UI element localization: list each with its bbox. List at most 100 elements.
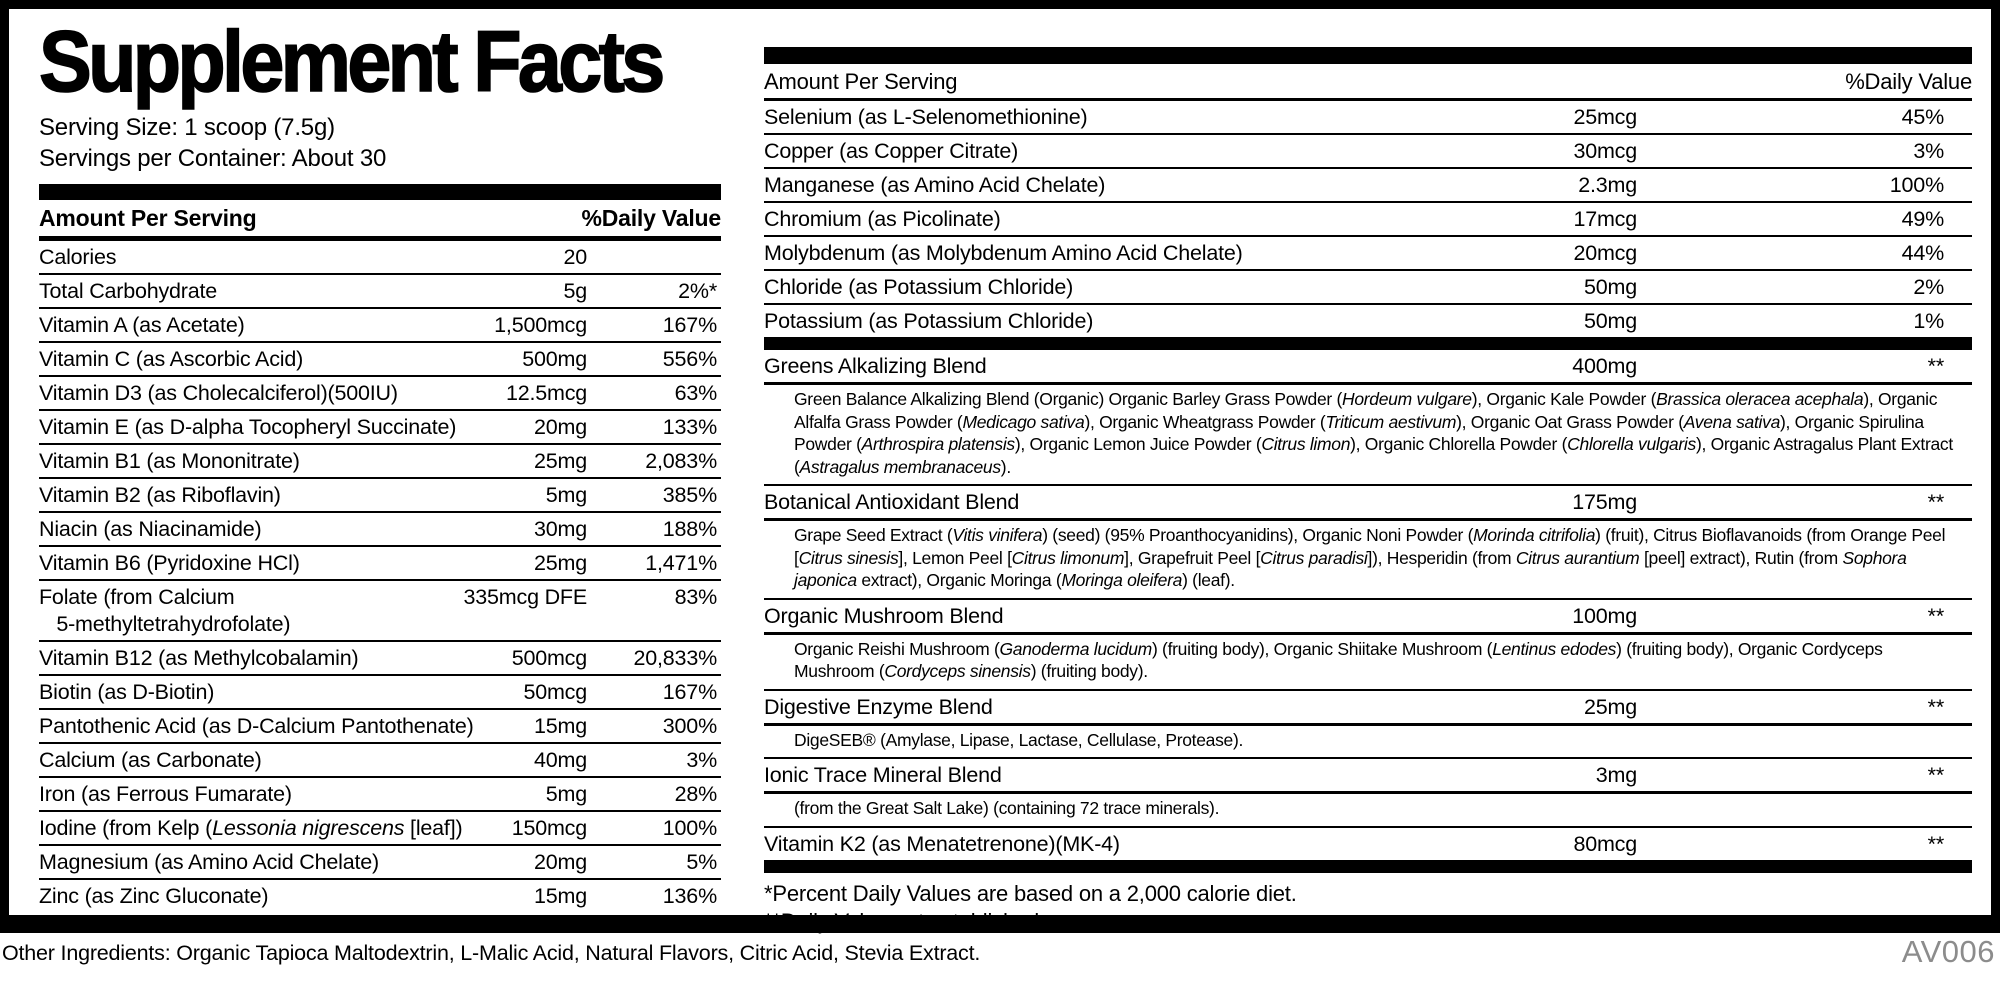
section-divider-bar bbox=[764, 47, 1972, 64]
nutrient-name: Biotin (as D-Biotin) bbox=[39, 679, 215, 704]
nutrient-name: Ionic Trace Mineral Blend bbox=[764, 763, 1002, 787]
nutrient-amount: 5g bbox=[563, 278, 587, 303]
nutrient-name: Vitamin C (as Ascorbic Acid) bbox=[39, 346, 304, 371]
daily-value-header: %Daily Value bbox=[1845, 69, 1972, 94]
nutrient-amount: 400mg bbox=[1572, 354, 1637, 378]
blend-row: Organic Mushroom Blend 100mg ** bbox=[764, 600, 1972, 635]
nutrient-name: Vitamin E (as D-alpha Tocopheryl Succina… bbox=[39, 414, 457, 439]
table-row: Molybdenum (as Molybdenum Amino Acid Che… bbox=[764, 237, 1972, 271]
table-row: Vitamin E (as D-alpha Tocopheryl Succina… bbox=[39, 411, 721, 445]
nutrient-amount: 15mg bbox=[534, 713, 587, 738]
blend-row: Greens Alkalizing Blend 400mg ** bbox=[764, 350, 1972, 385]
nutrient-amount: 50mcg bbox=[523, 679, 587, 704]
table-row: Chromium (as Picolinate) 17mcg 49% bbox=[764, 203, 1972, 237]
nutrient-amount: 12.5mcg bbox=[505, 380, 587, 405]
nutrient-daily-value: 100% bbox=[662, 815, 717, 840]
nutrient-daily-value: 2,083% bbox=[645, 448, 717, 473]
amount-per-serving-header: Amount Per Serving bbox=[39, 204, 257, 231]
table-row: Total Carbohydrate 5g 2%* bbox=[39, 275, 721, 309]
nutrient-amount: 5mg bbox=[545, 482, 587, 507]
right-table-body: Selenium (as L-Selenomethionine) 25mcg 45%… bbox=[764, 101, 1972, 337]
table-row: Vitamin C (as Ascorbic Acid) 500mg 556% bbox=[39, 343, 721, 377]
blend-section: Ionic Trace Mineral Blend 3mg ** (from the … bbox=[764, 759, 1972, 828]
nutrient-daily-value: 49% bbox=[1901, 207, 1945, 231]
nutrient-name: Pantothenic Acid (as D-Calcium Pantothen… bbox=[39, 713, 474, 738]
nutrient-daily-value: 133% bbox=[662, 414, 717, 439]
table-row: Iron (as Ferrous Fumarate) 5mg 28% bbox=[39, 778, 721, 812]
right-table-header: Amount Per Serving %Daily Value bbox=[764, 64, 1972, 101]
nutrient-amount: 20 bbox=[563, 244, 587, 269]
nutrient-daily-value: 3% bbox=[686, 747, 717, 772]
nutrient-amount: 5mg bbox=[545, 781, 587, 806]
nutrient-amount: 500mg bbox=[522, 346, 587, 371]
table-row: Calories 20 bbox=[39, 241, 721, 275]
table-row: Vitamin A (as Acetate) 1,500mcg 167% bbox=[39, 309, 721, 343]
other-ingredients: Other Ingredients: Organic Tapioca Malto… bbox=[2, 941, 981, 965]
nutrient-daily-value: 100% bbox=[1889, 173, 1944, 197]
nutrient-name: Iodine (from Kelp (Lessonia nigrescens [… bbox=[39, 815, 463, 840]
serving-size: Serving Size: 1 scoop (7.5g) bbox=[39, 113, 335, 141]
nutrient-name: Potassium (as Potassium Chloride) bbox=[764, 309, 1094, 333]
nutrient-amount: 175mg bbox=[1572, 490, 1637, 514]
footnote-not-established: **Daily Value not established. bbox=[764, 908, 1045, 934]
label-title: Supplement Facts bbox=[38, 14, 666, 110]
nutrient-name: Chromium (as Picolinate) bbox=[764, 207, 1001, 231]
nutrient-amount: 50mg bbox=[1584, 309, 1637, 333]
blend-description: DigeSEB® (Amylase, Lipase, Lactase, Cell… bbox=[764, 726, 1972, 759]
table-row: Magnesium (as Amino Acid Chelate) 20mg 5% bbox=[39, 846, 721, 880]
nutrient-name: Calcium (as Carbonate) bbox=[39, 747, 262, 772]
nutrient-daily-value: 44% bbox=[1901, 241, 1945, 265]
nutrient-amount: 500mcg bbox=[511, 645, 587, 670]
nutrient-amount: 50mg bbox=[1584, 275, 1637, 299]
nutrient-daily-value: 1% bbox=[1913, 309, 1944, 333]
nutrient-name: Folate (from Calcium 5-methyltetrahydrof… bbox=[39, 584, 291, 636]
blend-section: Vitamin K2 (as Menatetrenone)(MK-4) 80mcg… bbox=[764, 828, 1972, 860]
nutrient-daily-value: 20,833% bbox=[633, 645, 718, 670]
nutrient-daily-value: ** bbox=[1927, 763, 1945, 787]
blend-row: Ionic Trace Mineral Blend 3mg ** bbox=[764, 759, 1972, 794]
blend-section: Digestive Enzyme Blend 25mg ** DigeSEB® (Am… bbox=[764, 691, 1972, 759]
nutrient-name: Iron (as Ferrous Fumarate) bbox=[39, 781, 292, 806]
nutrient-amount: 17mcg bbox=[1573, 207, 1637, 231]
table-row: Vitamin B2 (as Riboflavin) 5mg 385% bbox=[39, 479, 721, 513]
nutrient-daily-value: 5% bbox=[686, 849, 717, 874]
nutrient-amount: 100mg bbox=[1572, 603, 1637, 628]
section-divider-bar bbox=[764, 859, 1972, 873]
table-row: Manganese (as Amino Acid Chelate) 2.3mg 10… bbox=[764, 169, 1972, 203]
left-column: Supplement Facts Serving Size: 1 scoop (… bbox=[38, 14, 721, 912]
label-code: AV006 bbox=[1901, 934, 1995, 969]
nutrient-daily-value: 3% bbox=[1913, 139, 1944, 163]
nutrient-name: Niacin (as Niacinamide) bbox=[39, 516, 262, 541]
blend-sections: Greens Alkalizing Blend 400mg ** Green Bala… bbox=[764, 350, 1972, 860]
nutrient-daily-value: 136% bbox=[662, 883, 717, 908]
nutrient-amount: 30mcg bbox=[1573, 139, 1637, 163]
nutrient-name: Molybdenum (as Molybdenum Amino Acid Che… bbox=[764, 241, 1243, 265]
left-table-body: Calories 20 Total Carbohydrate 5g 2%* Vitamin… bbox=[39, 241, 721, 912]
table-row: Potassium (as Potassium Chloride) 50mg 1% bbox=[764, 305, 1972, 337]
nutrient-amount: 3mg bbox=[1595, 763, 1637, 787]
table-row: Vitamin B6 (Pyridoxine HCl) 25mg 1,471% bbox=[39, 547, 721, 581]
nutrient-daily-value: 188% bbox=[662, 516, 717, 541]
servings-per-container: Servings per Container: About 30 bbox=[39, 144, 387, 172]
nutrient-name: Calories bbox=[39, 244, 117, 269]
nutrient-name: Vitamin B1 (as Mononitrate) bbox=[39, 448, 300, 473]
nutrient-daily-value: ** bbox=[1927, 831, 1945, 856]
table-row: Pantothenic Acid (as D-Calcium Pantothen… bbox=[39, 710, 721, 744]
blend-row: Botanical Antioxidant Blend 175mg ** bbox=[764, 486, 1972, 521]
nutrient-daily-value: 63% bbox=[674, 380, 718, 405]
nutrient-amount: 15mg bbox=[534, 883, 587, 908]
nutrient-daily-value: ** bbox=[1927, 694, 1945, 719]
nutrient-daily-value: 83% bbox=[674, 584, 718, 609]
nutrient-name: Magnesium (as Amino Acid Chelate) bbox=[39, 849, 379, 874]
blend-section: Botanical Antioxidant Blend 175mg ** Grape … bbox=[764, 486, 1972, 600]
blend-row: Vitamin K2 (as Menatetrenone)(MK-4) 80mcg… bbox=[764, 828, 1972, 860]
nutrient-daily-value: ** bbox=[1927, 490, 1945, 514]
nutrient-daily-value: 45% bbox=[1901, 105, 1945, 129]
table-row: Niacin (as Niacinamide) 30mg 188% bbox=[39, 513, 721, 547]
nutrient-name: Copper (as Copper Citrate) bbox=[764, 139, 1019, 163]
table-row: Vitamin B1 (as Mononitrate) 25mg 2,083% bbox=[39, 445, 721, 479]
nutrient-daily-value: 167% bbox=[662, 679, 717, 704]
section-divider-bar bbox=[39, 183, 721, 200]
nutrient-daily-value: 300% bbox=[662, 713, 717, 738]
nutrient-name: Vitamin B12 (as Methylcobalamin) bbox=[39, 645, 359, 670]
